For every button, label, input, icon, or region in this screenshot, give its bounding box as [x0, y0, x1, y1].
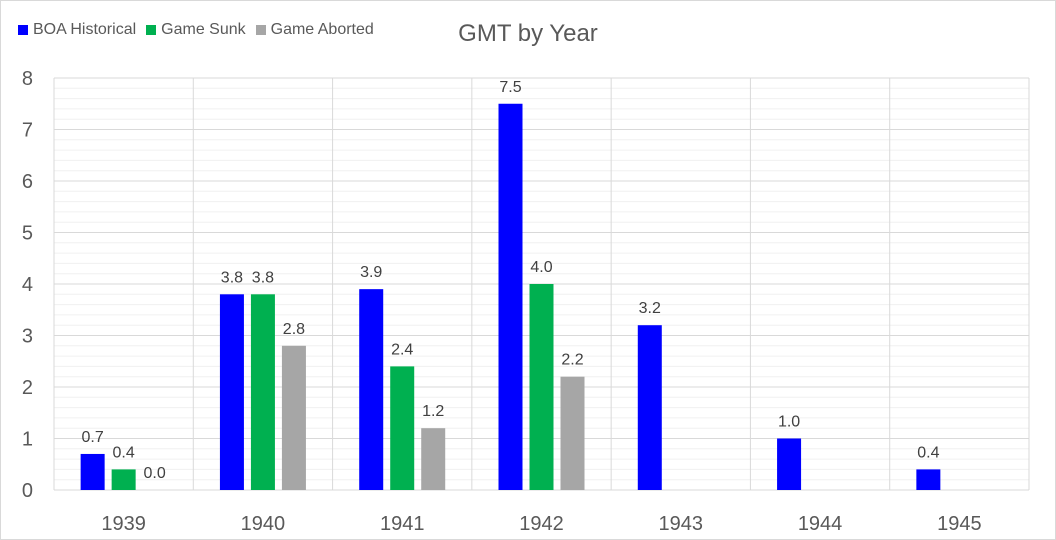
- y-tick-label: 3: [22, 326, 33, 348]
- bar: [560, 376, 585, 490]
- bar: [390, 366, 415, 490]
- bar: [219, 294, 244, 490]
- legend-item-game-aborted: Game Aborted: [255, 21, 374, 39]
- data-label: 2.4: [391, 341, 413, 358]
- bar: [80, 453, 105, 490]
- data-label: 0.7: [82, 429, 104, 446]
- bar: [498, 103, 523, 490]
- data-label: 7.5: [499, 79, 521, 96]
- bar: [250, 294, 275, 490]
- y-tick-label: 8: [22, 68, 33, 90]
- y-tick-label: 7: [22, 120, 33, 142]
- data-label: 0.4: [917, 444, 939, 461]
- legend-label: BOA Historical: [33, 21, 137, 38]
- bar: [529, 284, 554, 490]
- x-tick-label: 1940: [241, 513, 286, 535]
- x-axis-ticks: 1939 1940 1941 1942 1943 1944 1945: [101, 513, 981, 535]
- bar: [281, 345, 306, 490]
- chart-title: GMT by Year: [458, 20, 598, 47]
- legend-label: Game Sunk: [161, 21, 246, 38]
- bar: [421, 428, 446, 490]
- data-label: 4.0: [530, 259, 552, 276]
- data-label: 2.2: [561, 352, 583, 369]
- y-tick-label: 6: [22, 171, 33, 193]
- vertical-gridlines: [53, 78, 1030, 490]
- x-tick-label: 1942: [519, 513, 564, 535]
- legend-item-boa-historical: BOA Historical: [18, 21, 136, 39]
- x-tick-label: 1943: [659, 513, 704, 535]
- legend-label: Game Aborted: [270, 21, 374, 38]
- bar: [777, 438, 802, 490]
- bars: [80, 103, 941, 490]
- data-label: 1.0: [778, 414, 800, 431]
- bar: [359, 289, 384, 490]
- legend-swatch: [18, 25, 28, 35]
- data-label: 3.8: [221, 269, 243, 286]
- x-tick-label: 1941: [380, 513, 425, 535]
- y-tick-label: 4: [22, 274, 33, 296]
- legend-item-game-sunk: Game Sunk: [146, 21, 246, 39]
- data-label: 1.2: [422, 403, 444, 420]
- data-labels: 0.7 3.8 3.9 7.5 3.2 1.0 0.4 0.4 3.8 2.4 4.0 0.0 2.8 1…: [82, 79, 940, 482]
- data-label: 0.0: [144, 465, 166, 482]
- x-tick-label: 1939: [101, 513, 146, 535]
- bar: [111, 469, 136, 490]
- y-axis-ticks: 0 1 2 3 4 5 6 7 8: [22, 68, 33, 502]
- data-label: 3.9: [360, 264, 382, 281]
- data-label: 3.8: [252, 269, 274, 286]
- legend-swatch: [146, 25, 157, 35]
- data-label: 3.2: [639, 300, 661, 317]
- x-tick-label: 1944: [798, 513, 843, 535]
- legend: BOA Historical Game Sunk Game Aborted: [18, 20, 374, 40]
- legend-swatch: [255, 25, 266, 35]
- bar: [916, 469, 941, 490]
- data-label: 0.4: [113, 444, 135, 461]
- y-tick-label: 1: [22, 429, 33, 451]
- data-label: 2.8: [283, 321, 305, 338]
- y-tick-label: 5: [22, 223, 33, 245]
- x-tick-label: 1945: [937, 513, 982, 535]
- bar: [637, 325, 662, 490]
- y-tick-label: 0: [22, 480, 33, 502]
- y-tick-label: 2: [22, 377, 33, 399]
